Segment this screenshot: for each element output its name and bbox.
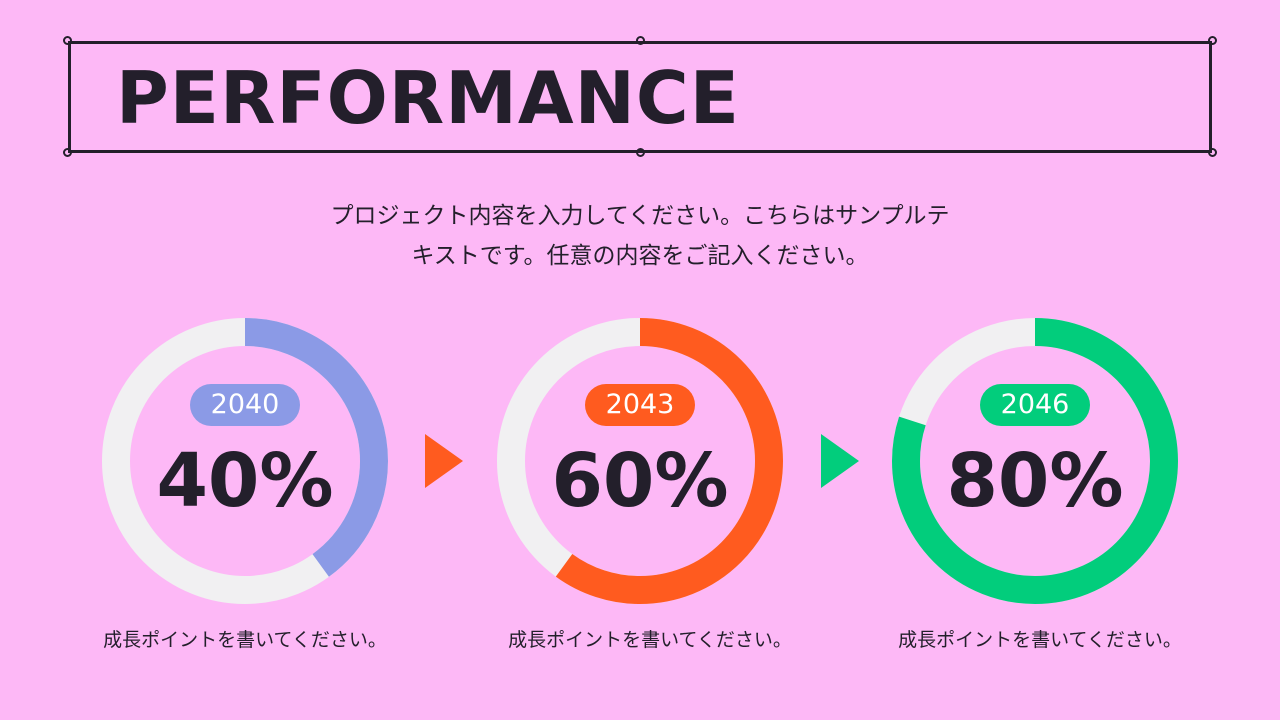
percent-value: 40%	[156, 438, 334, 524]
frame-handle-bottom-right	[1208, 148, 1217, 157]
year-badge: 2046	[980, 384, 1090, 426]
year-badge: 2043	[585, 384, 695, 426]
growth-caption-3: 成長ポイントを書いてください。	[898, 629, 1182, 651]
page-title: PERFORMANCE	[116, 56, 740, 140]
percent-value: 60%	[551, 438, 729, 524]
intro-text: プロジェクト内容を入力してください。こちらはサンプルテ キストです。任意の内容を…	[240, 196, 1040, 276]
ring-progress-arc	[892, 318, 1178, 604]
progress-ring-2043: 2043 60%	[497, 318, 783, 604]
growth-caption-1: 成長ポイントを書いてください。	[103, 629, 387, 651]
ring-progress-arc	[497, 318, 783, 604]
ring-graphic	[892, 318, 1178, 604]
progress-ring-2046: 2046 80%	[892, 318, 1178, 604]
frame-handle-top-center	[636, 36, 645, 45]
triangle-right-icon	[425, 434, 463, 488]
year-badge: 2040	[190, 384, 300, 426]
frame-handle-bottom-left	[63, 148, 72, 157]
intro-line-2: キストです。任意の内容をご記入ください。	[411, 243, 869, 269]
ring-graphic	[497, 318, 783, 604]
frame-handle-bottom-center	[636, 148, 645, 157]
ring-graphic	[102, 318, 388, 604]
intro-line-1: プロジェクト内容を入力してください。こちらはサンプルテ	[330, 203, 950, 229]
progress-ring-2040: 2040 40%	[102, 318, 388, 604]
percent-value: 80%	[946, 438, 1124, 524]
growth-caption-2: 成長ポイントを書いてください。	[508, 629, 792, 651]
ring-progress-arc	[102, 318, 388, 604]
frame-handle-top-left	[63, 36, 72, 45]
triangle-right-icon	[821, 434, 859, 488]
frame-handle-top-right	[1208, 36, 1217, 45]
